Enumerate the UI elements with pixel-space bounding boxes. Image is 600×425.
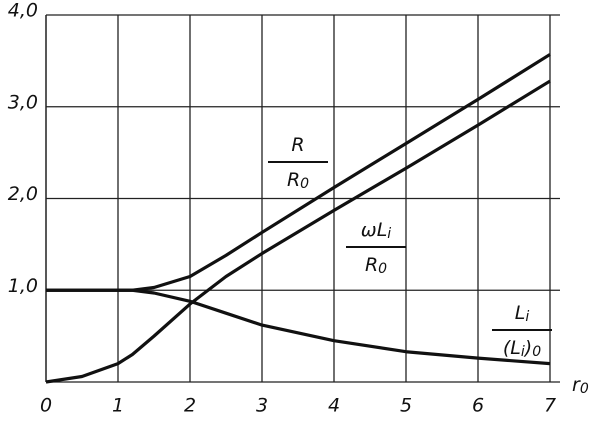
label-part: 0 — [580, 381, 589, 397]
label-part: ) — [523, 337, 532, 359]
label-text: R0 — [287, 169, 309, 193]
x-tick-label: 4 — [328, 395, 340, 417]
x-tick-label: 2 — [184, 395, 196, 417]
label-part: 0 — [378, 261, 387, 277]
x-tick-label: 1 — [112, 395, 124, 417]
label-part: L — [515, 302, 526, 324]
y-tick-label: 2,0 — [8, 183, 38, 205]
label-part: i — [525, 309, 529, 325]
label-part: 0 — [300, 176, 309, 192]
y-tick-label: 1,0 — [8, 275, 38, 297]
label-part: R — [365, 254, 378, 276]
label-part: (L — [503, 337, 521, 359]
label-part: R — [287, 169, 300, 191]
label-text: ωLi — [361, 219, 392, 243]
label-text: R0 — [365, 254, 387, 278]
label-part: 0 — [532, 344, 541, 360]
x-tick-label: 6 — [472, 395, 484, 417]
line-series — [45, 79, 551, 384]
x-tick-label: 7 — [544, 395, 556, 417]
label-part: r — [572, 374, 581, 396]
line-series — [46, 288, 551, 366]
label-part: R — [291, 134, 304, 156]
y-tick-label: 3,0 — [8, 91, 38, 113]
x-tick-label: 5 — [400, 395, 412, 417]
label-part: i — [521, 344, 525, 360]
label-part: i — [387, 226, 391, 242]
label-text: (Li)0 — [503, 337, 541, 361]
label-text: r0 — [572, 374, 589, 398]
label-part: ωL — [361, 219, 388, 241]
label-text: Li — [515, 302, 530, 326]
label-text: R — [291, 134, 304, 156]
x-tick-label: 0 — [40, 395, 52, 417]
x-tick-label: 3 — [256, 395, 268, 417]
y-tick-label: 4,0 — [8, 0, 38, 22]
